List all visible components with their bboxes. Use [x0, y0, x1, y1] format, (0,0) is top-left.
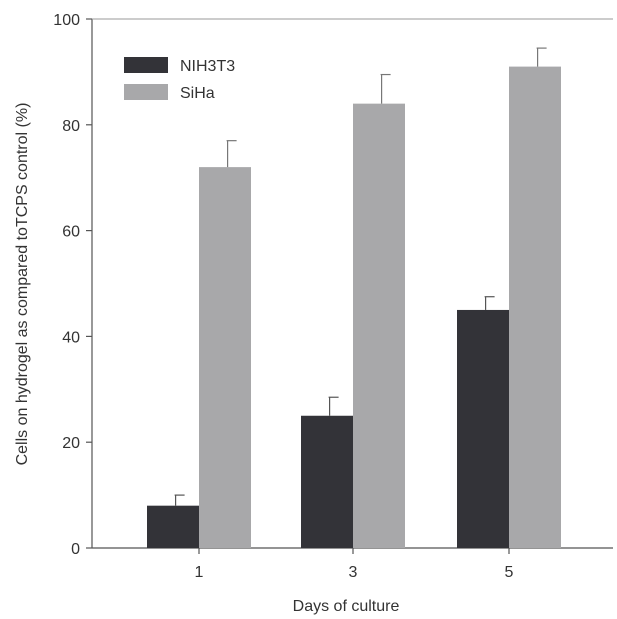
legend-label-nih3t3: NIH3T3 [180, 58, 235, 75]
y-tick-label: 20 [62, 435, 80, 452]
chart-bars [147, 66, 561, 549]
bar-siha-day-5 [509, 66, 561, 549]
y-tick-label: 40 [62, 329, 80, 346]
x-axis-title: Days of culture [293, 598, 400, 615]
y-axis-title: Cells on hydrogel as compared toTCPS con… [14, 103, 31, 466]
bar-siha-day-3 [353, 103, 405, 548]
y-tick-label: 80 [62, 118, 80, 135]
bar-siha-day-1 [199, 167, 251, 548]
x-tick-label: 3 [349, 564, 358, 581]
y-tick-label: 0 [71, 541, 80, 558]
bar-nih3t3-day-3 [301, 415, 353, 548]
legend-label-siha: SiHa [180, 85, 215, 102]
legend-swatch-nih3t3 [124, 57, 168, 73]
x-tick-label: 5 [505, 564, 514, 581]
y-tick-label: 100 [53, 12, 80, 29]
axis-ticks: 0 20 40 60 80 100 1 3 5 [53, 12, 513, 581]
y-tick-label: 60 [62, 224, 80, 241]
legend-swatch-siha [124, 84, 168, 100]
bar-nih3t3-day-5 [457, 309, 509, 548]
error-bars [174, 47, 547, 506]
legend: NIH3T3 SiHa [124, 57, 235, 102]
x-tick-label: 1 [195, 564, 204, 581]
bar-nih3t3-day-1 [147, 505, 199, 548]
